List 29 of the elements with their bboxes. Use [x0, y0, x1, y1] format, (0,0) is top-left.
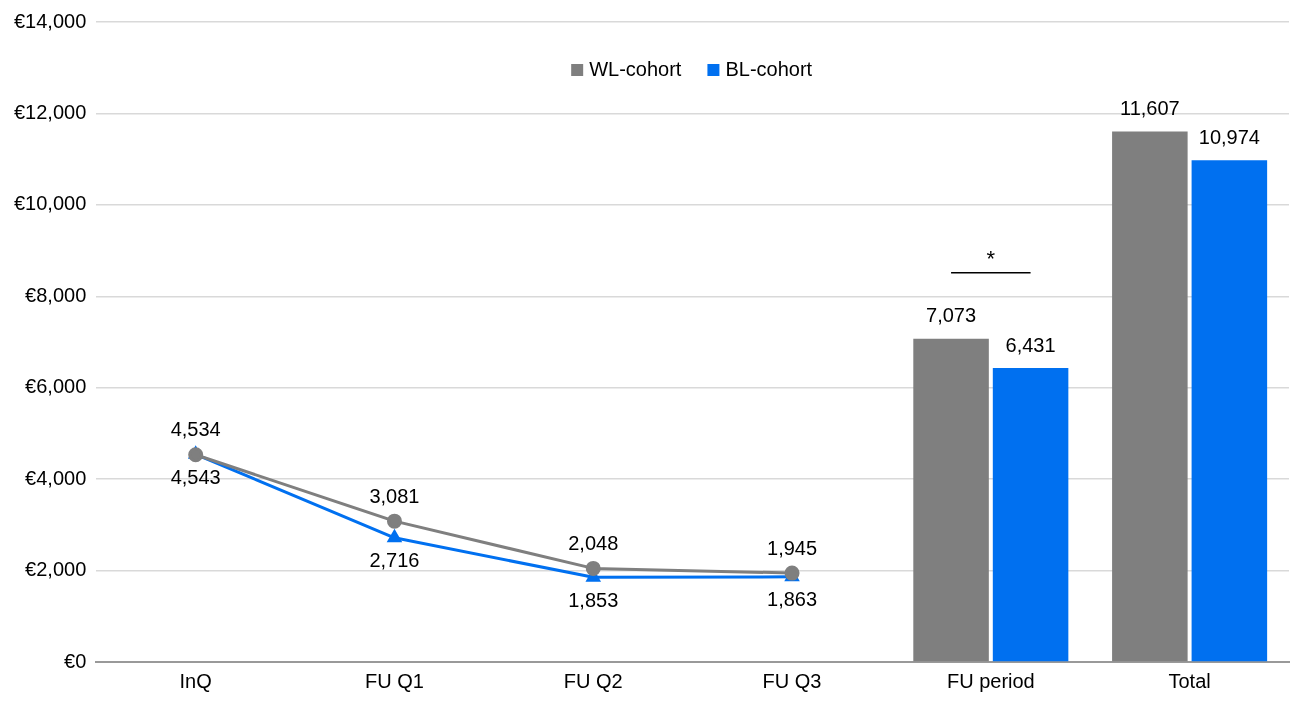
x-tick-label: FU period: [946, 669, 1035, 692]
y-tick-label: €4,000: [25, 466, 87, 489]
y-tick-label: €6,000: [25, 375, 87, 398]
data-label: 4,534: [170, 418, 221, 441]
data-label: 10,974: [1198, 125, 1260, 148]
x-tick-label: FU Q1: [365, 669, 424, 692]
annotation: *: [986, 245, 996, 271]
x-tick-label: InQ: [179, 669, 212, 692]
x-tick-label: FU Q3: [762, 669, 822, 692]
data-label: 11,607: [1120, 96, 1180, 119]
data-label: 2,048: [568, 531, 619, 554]
x-tick-label: FU Q2: [563, 669, 623, 692]
y-tick-label: €14,000: [14, 9, 87, 32]
legend-label: WL-cohort: [589, 57, 682, 80]
data-label: 7,073: [926, 304, 977, 327]
data-label: 2,716: [369, 549, 420, 572]
data-label: 6,431: [1005, 333, 1056, 356]
y-tick-label: €12,000: [14, 100, 87, 123]
y-tick-label: €2,000: [25, 558, 87, 581]
data-label: 4,543: [170, 465, 221, 488]
data-label: 1,945: [767, 536, 818, 559]
x-tick-label: Total: [1168, 669, 1211, 692]
y-tick-label: €10,000: [14, 192, 87, 215]
legend-label: BL-cohort: [725, 57, 813, 80]
y-tick-label: €8,000: [25, 283, 87, 306]
data-label: 1,863: [767, 588, 818, 611]
data-label: 1,853: [568, 588, 619, 611]
data-label: 3,081: [369, 484, 420, 507]
y-tick-label: €0: [64, 649, 87, 672]
